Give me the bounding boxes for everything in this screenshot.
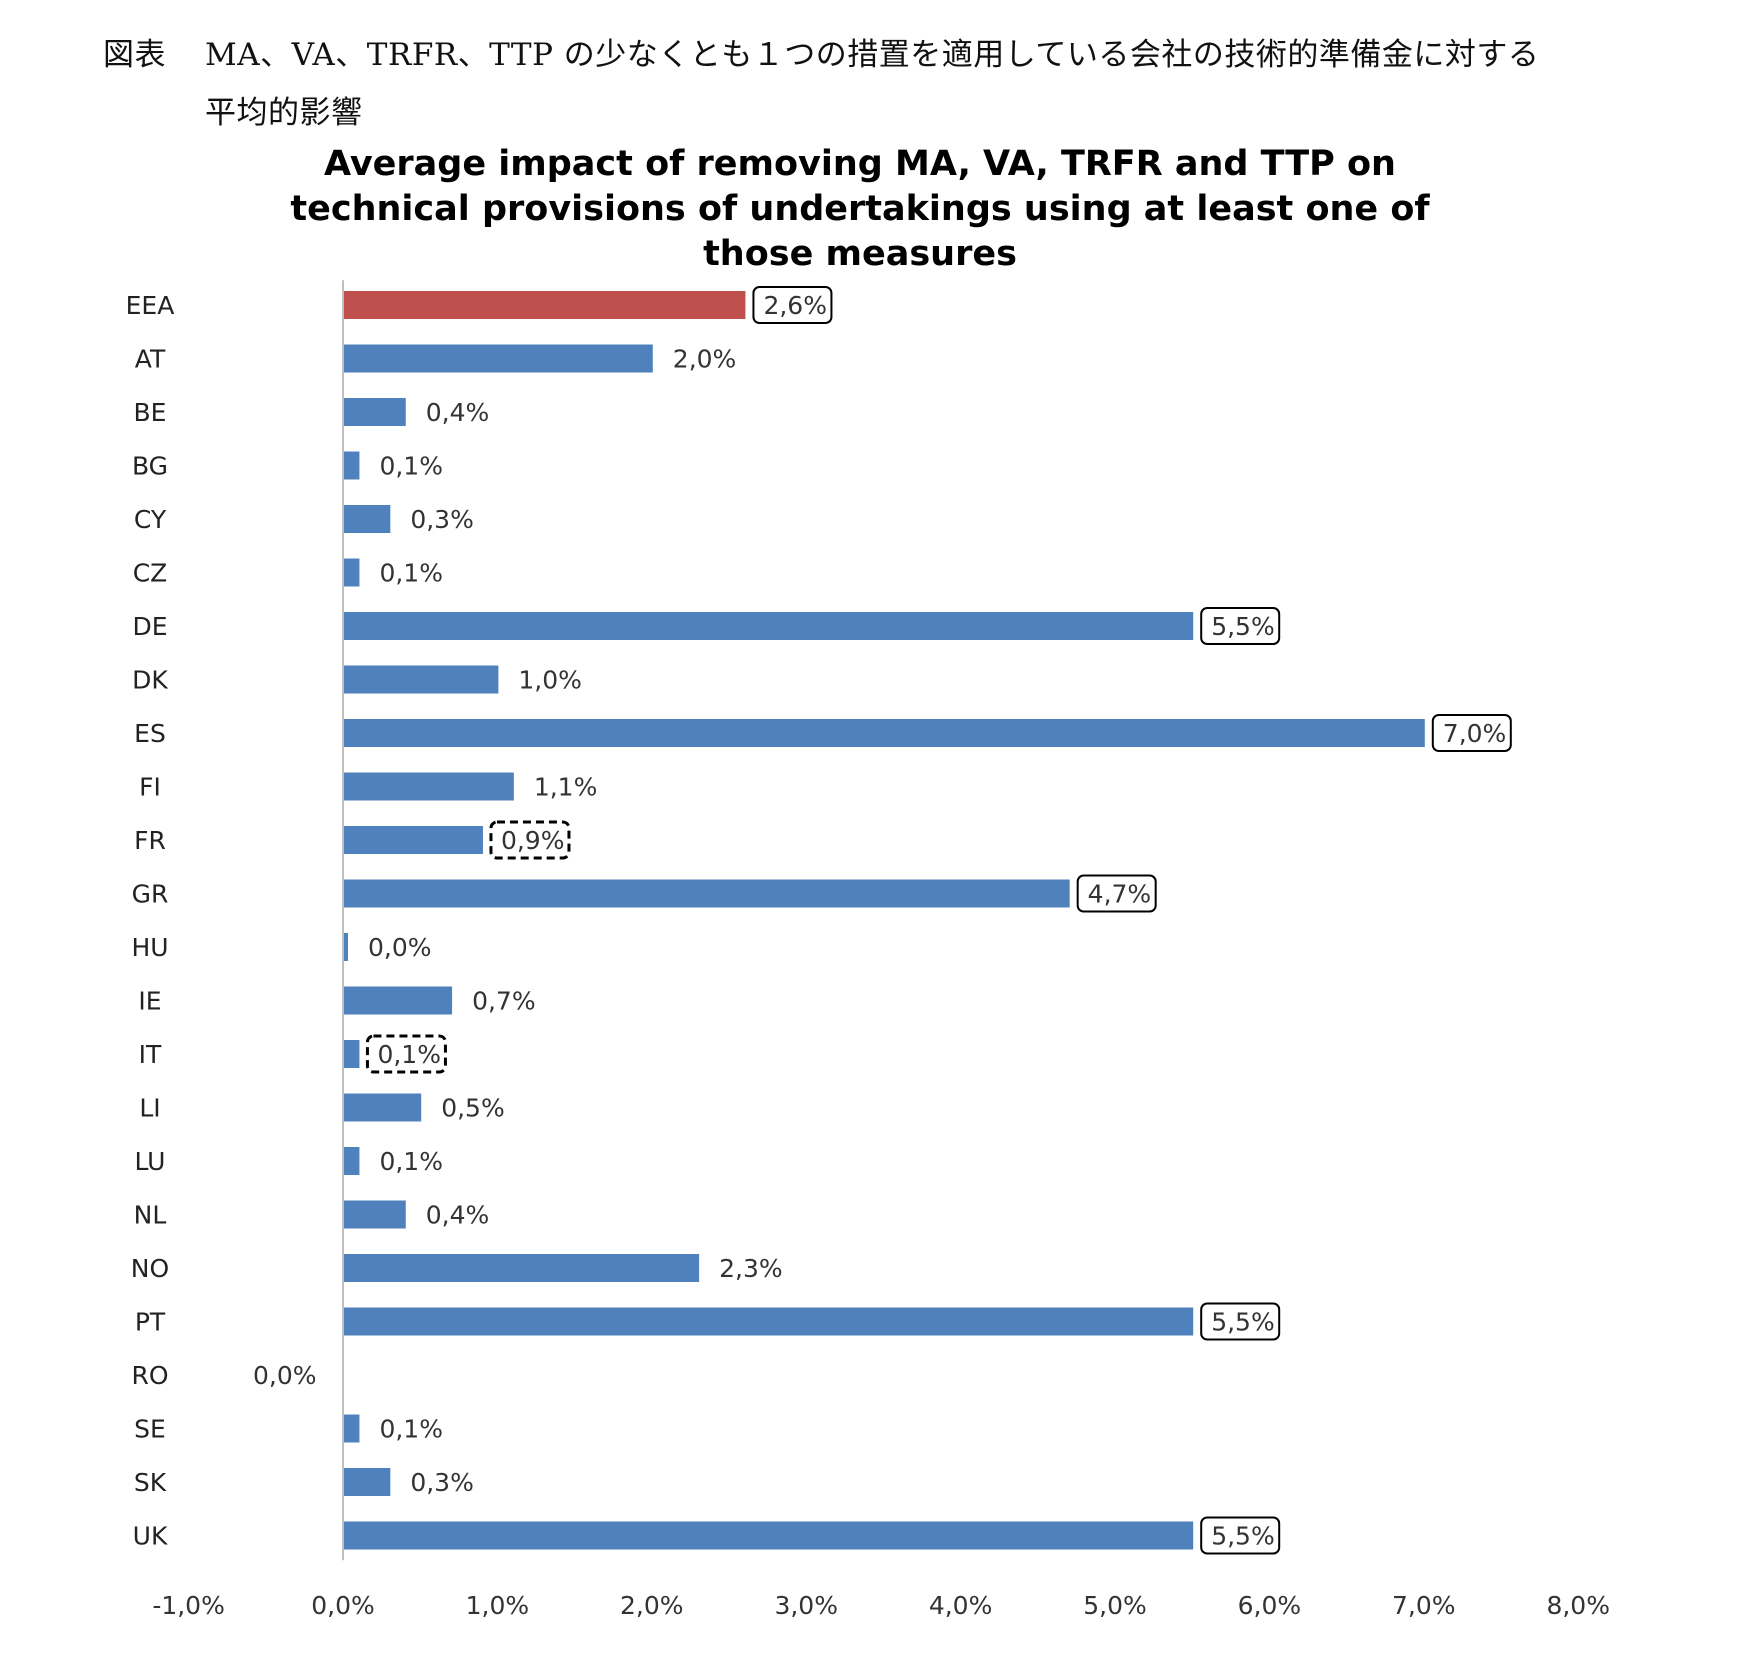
data-label: 0,1% [379,452,443,481]
data-label: 0,4% [426,398,490,427]
chart-title: Average impact of removing MA, VA, TRFR … [200,142,1520,277]
bar [344,879,1070,908]
data-label: 0,3% [410,1468,474,1497]
category-label: FR [134,826,166,855]
data-label-box [1431,714,1512,752]
bar [344,826,483,854]
category-label: RO [131,1361,168,1390]
category-label: NO [131,1254,169,1283]
chart-title-line: those measures [703,234,1017,274]
data-label: 2,6% [763,291,827,320]
category-label: ES [134,719,166,748]
x-tick-label: 6,0% [1238,1591,1302,1620]
figure-caption-text: MA、VA、TRFR、TTP の少なくとも１つの措置を適用している会社の技術的準… [205,37,1540,73]
data-label: 0,1% [379,1415,443,1444]
category-label: CY [134,505,167,534]
bar [344,451,360,480]
category-label: DK [132,666,168,695]
category-label: CZ [133,559,168,588]
category-label: BE [134,398,167,427]
bar [344,1093,422,1122]
bar [344,291,746,319]
data-label: 1,0% [518,666,582,695]
bar [344,1254,700,1282]
bar [344,1040,360,1068]
figure-caption-line1: 図表 MA、VA、TRFR、TTP の少なくとも１つの措置を適用している会社の技術… [103,26,1539,84]
x-tick-label: 8,0% [1546,1591,1610,1620]
figure-prefix: 図表 [103,37,166,73]
category-label: DE [132,612,167,641]
bar [344,986,453,1015]
bar [344,505,391,533]
data-label: 1,1% [534,773,598,802]
figure-caption: 図表 MA、VA、TRFR、TTP の少なくとも１つの措置を適用している会社の技術… [103,26,1539,142]
bar [344,558,360,587]
x-tick-label: 4,0% [929,1591,993,1620]
data-label: 0,5% [441,1094,505,1123]
category-label: NL [134,1201,167,1230]
data-label: 0,4% [426,1201,490,1230]
x-tick-label: 0,0% [311,1591,375,1620]
bar [344,1307,1194,1336]
category-label: SE [134,1415,166,1444]
category-label: IE [138,987,161,1016]
data-label: 2,3% [719,1254,783,1283]
category-label: LU [135,1147,166,1176]
bar [344,772,514,801]
data-label: 5,5% [1211,1522,1275,1551]
chart-title-line: technical provisions of undertakings usi… [290,189,1430,229]
category-label: UK [133,1522,168,1551]
data-label: 0,1% [377,1040,441,1069]
bar [344,398,406,426]
category-label: PT [135,1308,166,1337]
bar [344,612,1194,640]
bar [344,1468,391,1496]
category-label: EEA [126,291,175,320]
x-tick-label: 1,0% [466,1591,530,1620]
bar [344,1147,360,1175]
data-label: 0,3% [410,505,474,534]
data-label: 0,7% [472,987,536,1016]
category-label: LI [139,1094,160,1123]
data-label-box [1200,607,1281,645]
data-label-box [365,1034,447,1074]
bar [344,933,348,961]
data-label: 0,1% [379,1147,443,1176]
category-label: BG [132,452,168,481]
data-label-box [1076,874,1157,913]
data-label-box [489,820,571,860]
category-label: SK [134,1468,167,1497]
bar [344,344,653,373]
x-tick-label: 2,0% [620,1591,684,1620]
data-label: 5,5% [1211,612,1275,641]
data-label-box [1200,1302,1281,1341]
bar [344,665,499,694]
figure-caption-line2: 平均的影響 [205,95,363,131]
data-label: 0,0% [368,933,432,962]
data-label: 0,0% [253,1361,317,1390]
bar [344,719,1425,747]
bar [344,1521,1194,1550]
data-label: 4,7% [1088,880,1152,909]
category-label: IT [139,1040,162,1069]
category-label: AT [135,345,166,374]
x-tick-label: 5,0% [1083,1591,1147,1620]
x-tick-label: 3,0% [774,1591,838,1620]
bar [344,1200,406,1229]
x-tick-label: -1,0% [152,1591,225,1620]
chart-title-line: Average impact of removing MA, VA, TRFR … [324,144,1396,184]
data-label: 5,5% [1211,1308,1275,1337]
category-label: GR [132,880,169,909]
category-label: FI [139,773,161,802]
data-label: 2,0% [673,345,737,374]
bar [344,1414,360,1443]
x-tick-label: 7,0% [1392,1591,1456,1620]
data-label: 7,0% [1443,719,1507,748]
category-label: HU [131,933,168,962]
data-label: 0,1% [379,559,443,588]
data-label-box [752,286,833,324]
data-label-box [1200,1516,1281,1555]
data-label: 0,9% [501,826,565,855]
